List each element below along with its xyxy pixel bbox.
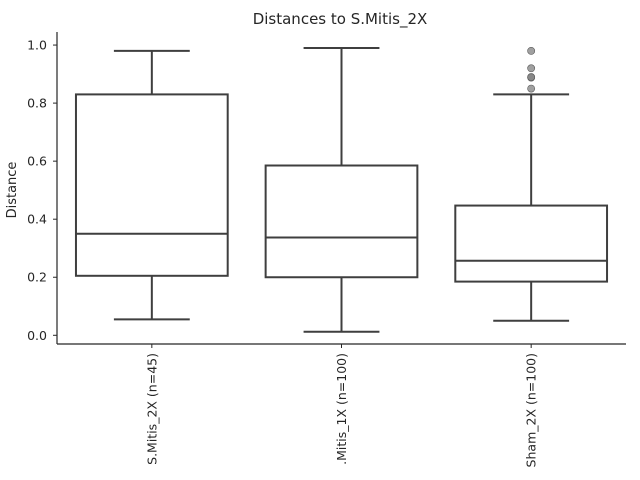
box-iqr bbox=[454, 204, 609, 283]
outlier-point bbox=[527, 64, 536, 73]
y-axis: 0.0 0.2 0.4 0.6 0.8 1.0 bbox=[27, 32, 58, 344]
x-tick-label: Sham_2X (n=100) bbox=[524, 353, 539, 467]
chart-title: Distances to S.Mitis_2X bbox=[253, 10, 428, 29]
y-tick-label: 0.8 bbox=[27, 96, 47, 111]
box-iqr bbox=[74, 93, 229, 277]
x-axis: S.Mitis_2X (n=45) .Mitis_1X (n=100) Sham_2… bbox=[57, 343, 626, 467]
box-iqr bbox=[264, 164, 419, 279]
y-axis-label: Distance bbox=[5, 162, 20, 219]
y-tick-label: 0.2 bbox=[27, 270, 47, 285]
y-tick-label: 0.6 bbox=[27, 154, 47, 169]
boxes-group bbox=[74, 46, 609, 333]
outlier-point bbox=[527, 73, 536, 81]
box-group bbox=[264, 46, 419, 333]
x-tick-label: S.Mitis_2X (n=45) bbox=[144, 353, 159, 465]
x-tick-label: .Mitis_1X (n=100) bbox=[334, 353, 349, 465]
box-group bbox=[454, 46, 609, 322]
y-tick-label: 1.0 bbox=[27, 38, 47, 53]
y-tick-label: 0.0 bbox=[27, 328, 47, 343]
box-group bbox=[74, 49, 229, 321]
y-tick-label: 0.4 bbox=[27, 212, 47, 227]
outlier-point bbox=[527, 46, 536, 55]
outlier-point bbox=[527, 84, 536, 93]
